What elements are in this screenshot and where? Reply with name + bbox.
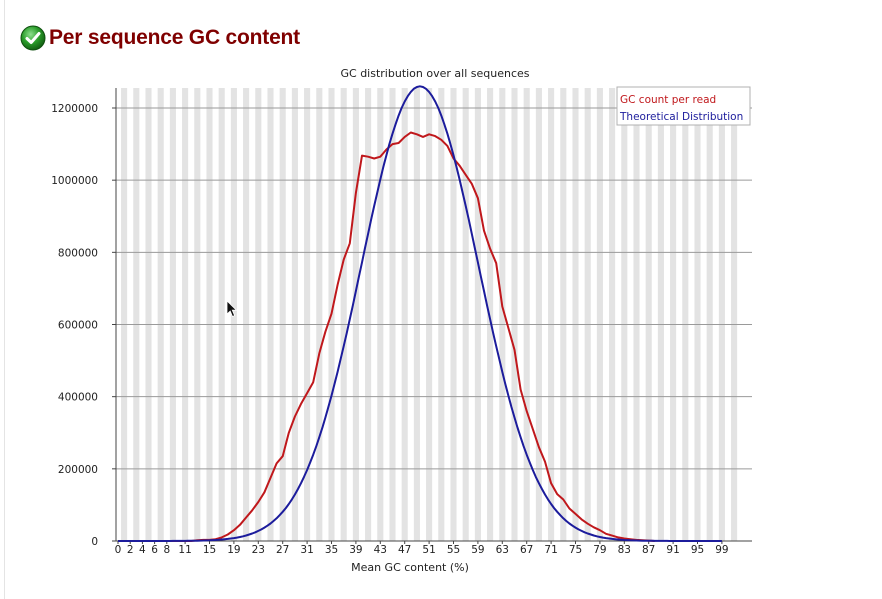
x-tick-label: 87 <box>642 544 655 556</box>
grid-band <box>304 88 311 541</box>
pass-check-icon <box>20 25 46 51</box>
grid-band <box>694 88 701 541</box>
x-tick-label: 55 <box>447 544 460 556</box>
x-tick-label: 51 <box>422 544 435 556</box>
y-tick-label: 1200000 <box>51 103 98 115</box>
x-tick-label: 39 <box>349 544 362 556</box>
x-tick-label: 75 <box>569 544 582 556</box>
x-tick-label: 63 <box>496 544 509 556</box>
grid-band <box>621 88 628 541</box>
grid-band <box>523 88 530 541</box>
y-tick-label: 200000 <box>58 464 98 476</box>
grid-band <box>401 88 408 541</box>
grid-band <box>194 88 201 541</box>
grid-band <box>206 88 213 541</box>
legend-box <box>616 86 751 126</box>
x-tick-label: 11 <box>178 544 191 556</box>
x-tick-label: 83 <box>618 544 631 556</box>
grid-band <box>670 88 677 541</box>
grid-band <box>267 88 274 541</box>
grid-band <box>413 88 420 541</box>
x-tick-label: 8 <box>163 544 170 556</box>
x-tick-label: 23 <box>252 544 265 556</box>
x-tick-label: 95 <box>691 544 704 556</box>
grid-band <box>316 88 323 541</box>
grid-band <box>560 88 567 541</box>
grid-band <box>596 88 603 541</box>
grid-band <box>438 88 445 541</box>
grid-band <box>377 88 384 541</box>
grid-band <box>218 88 225 541</box>
grid-band <box>511 88 518 541</box>
x-tick-label: 71 <box>544 544 557 556</box>
grid-band <box>157 88 164 541</box>
module-heading: Per sequence GC content <box>20 22 300 54</box>
x-tick-label: 4 <box>139 544 146 556</box>
grid-band <box>584 88 591 541</box>
grid-band <box>633 88 640 541</box>
x-tick-label: 19 <box>227 544 240 556</box>
grid-band <box>731 88 738 541</box>
page-left-border <box>4 0 5 599</box>
grid-band <box>389 88 396 541</box>
x-tick-label: 67 <box>520 544 533 556</box>
grid-band <box>279 88 286 541</box>
x-tick-label: 6 <box>151 544 158 556</box>
grid-band <box>706 88 713 541</box>
grid-band <box>169 88 176 541</box>
grid-band <box>182 88 189 541</box>
x-tick-label: 99 <box>715 544 728 556</box>
x-tick-label: 47 <box>398 544 411 556</box>
grid-band <box>474 88 481 541</box>
grid-band <box>572 88 579 541</box>
mouse-pointer-icon <box>226 300 238 318</box>
grid-band <box>291 88 298 541</box>
grid-band <box>462 88 469 541</box>
grid-band <box>243 88 250 541</box>
grid-band <box>657 88 664 541</box>
x-tick-label: 79 <box>593 544 606 556</box>
grid-band <box>133 88 140 541</box>
grid-band <box>499 88 506 541</box>
x-tick-label: 15 <box>203 544 216 556</box>
grid-band <box>426 88 433 541</box>
legend-entry: GC count per read <box>620 94 716 106</box>
legend-entry: Theoretical Distribution <box>619 111 743 123</box>
grid-band <box>340 88 347 541</box>
y-tick-label: 800000 <box>58 247 98 259</box>
x-tick-label: 35 <box>325 544 338 556</box>
x-tick-label: 2 <box>127 544 134 556</box>
grid-band <box>450 88 457 541</box>
grid-band <box>718 88 725 541</box>
series-line-gc-count <box>118 131 655 542</box>
grid-band <box>352 88 359 541</box>
y-tick-label: 400000 <box>58 392 98 404</box>
x-tick-label: 31 <box>300 544 313 556</box>
x-tick-label: 43 <box>374 544 387 556</box>
x-tick-label: 91 <box>666 544 679 556</box>
x-tick-label: 27 <box>276 544 289 556</box>
grid-band <box>365 88 372 541</box>
x-tick-label: 0 <box>115 544 122 556</box>
grid-band <box>682 88 689 541</box>
grid-band <box>121 88 128 541</box>
x-tick-label: 59 <box>471 544 484 556</box>
x-axis-label: Mean GC content (%) <box>351 561 469 574</box>
band-group <box>121 88 738 541</box>
page-title: Per sequence GC content <box>49 26 300 49</box>
y-tick-label: 0 <box>91 536 98 548</box>
chart-title: GC distribution over all sequences <box>341 67 530 80</box>
y-tick-label: 1000000 <box>51 175 98 187</box>
grid-band <box>255 88 262 541</box>
series-line-theoretical <box>118 85 722 542</box>
grid-band <box>145 88 152 541</box>
y-tick-label: 600000 <box>58 320 98 332</box>
grid-band <box>645 88 652 541</box>
grid-band <box>609 88 616 541</box>
grid-band <box>548 88 555 541</box>
grid-band <box>487 88 494 541</box>
grid-band <box>535 88 542 541</box>
